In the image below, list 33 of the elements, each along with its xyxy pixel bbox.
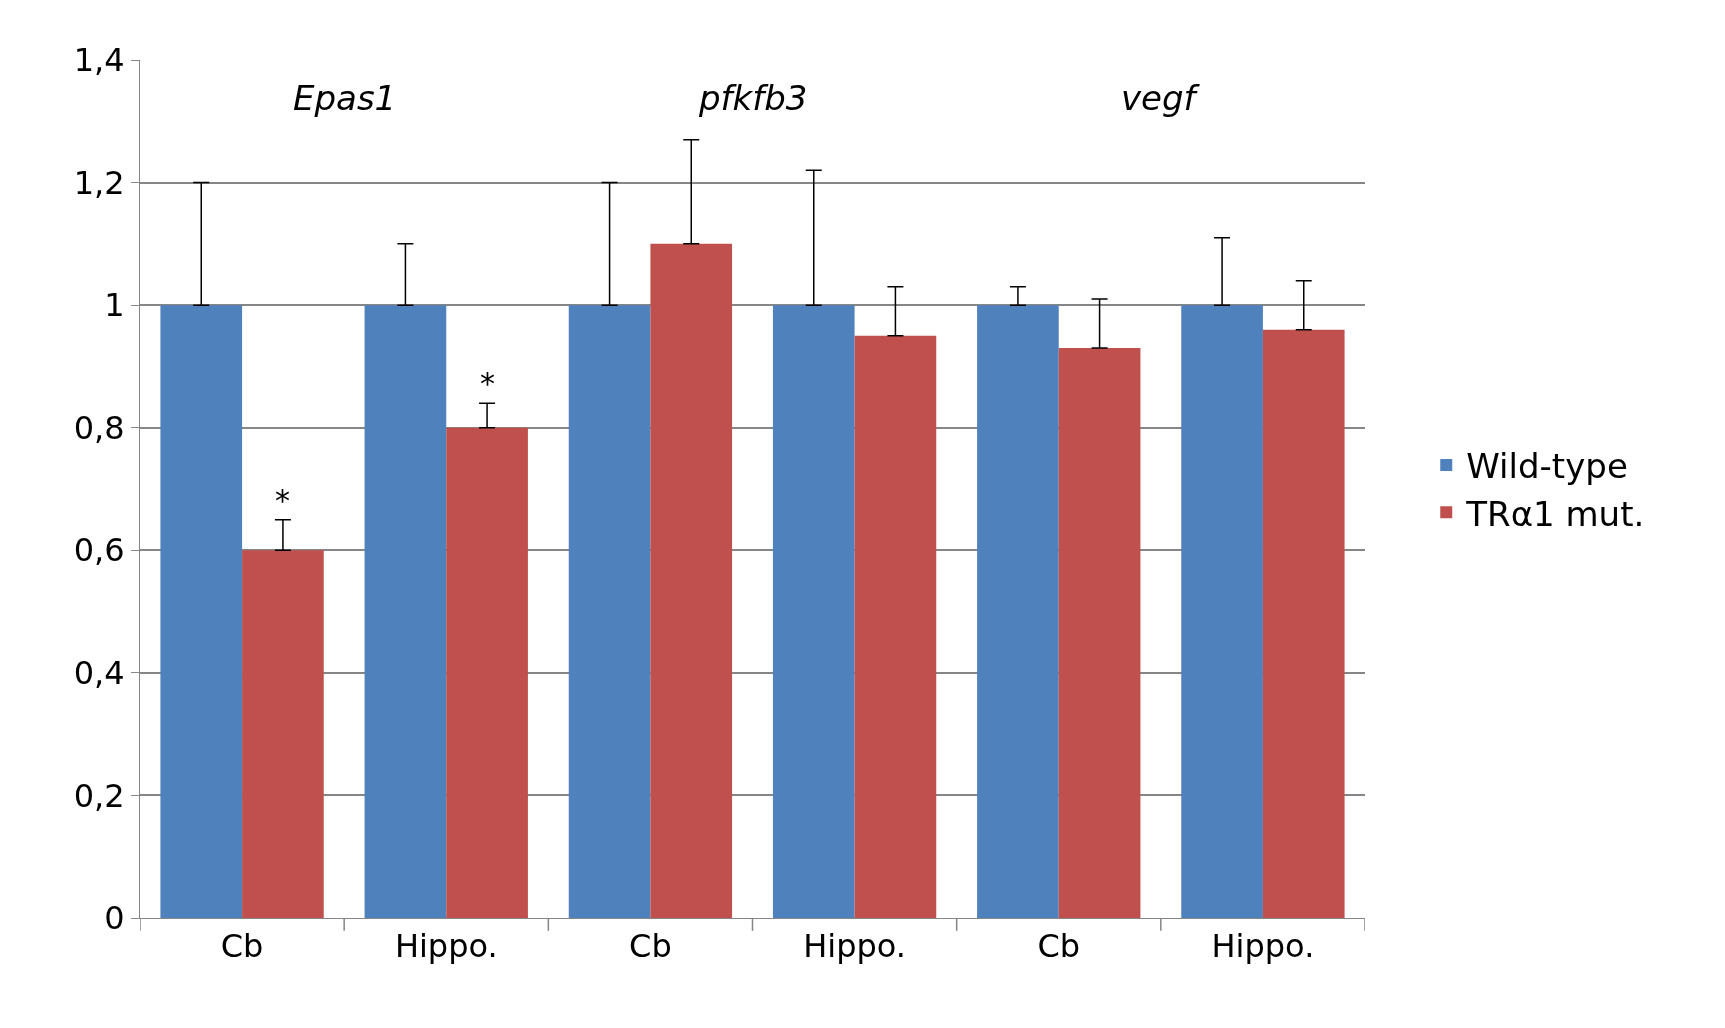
y-tick-label: 1,2 [73,163,125,202]
bar [1058,348,1141,918]
annotation: * [480,366,495,401]
annotation: pfkfb3 [698,78,808,118]
x-tick-label: Hippo. [1211,927,1315,966]
bar [242,550,324,918]
y-tick-label: 0,8 [73,408,125,447]
x-tick-label: Hippo. [803,927,906,966]
y-tick-label: 0,2 [73,776,125,815]
bar [650,243,733,918]
bar [568,305,651,918]
annotation: * [275,483,290,518]
x-tick-label: Hippo. [394,927,498,966]
x-tick-label: Cb [220,927,264,966]
bar [1181,305,1263,918]
y-tick-label: 0 [104,899,125,938]
y-tick-label: 1,4 [73,41,125,80]
bar [160,305,243,918]
bar [446,427,528,918]
bar [854,335,937,918]
bar [772,305,855,918]
legend-label: TRα1 mut. [1465,493,1645,534]
x-tick-label: Cb [629,927,672,966]
x-tick-label: Cb [1037,927,1081,966]
annotation: Epas1 [293,78,397,118]
bar [977,305,1059,918]
y-tick-label: 0,4 [73,654,125,693]
y-tick-label: 1 [104,286,125,325]
y-tick-label: 0,6 [73,531,125,570]
bar [1262,329,1345,918]
annotation: vegf [1121,78,1201,118]
legend-label: Wild-type [1466,446,1628,487]
bar [364,305,447,918]
